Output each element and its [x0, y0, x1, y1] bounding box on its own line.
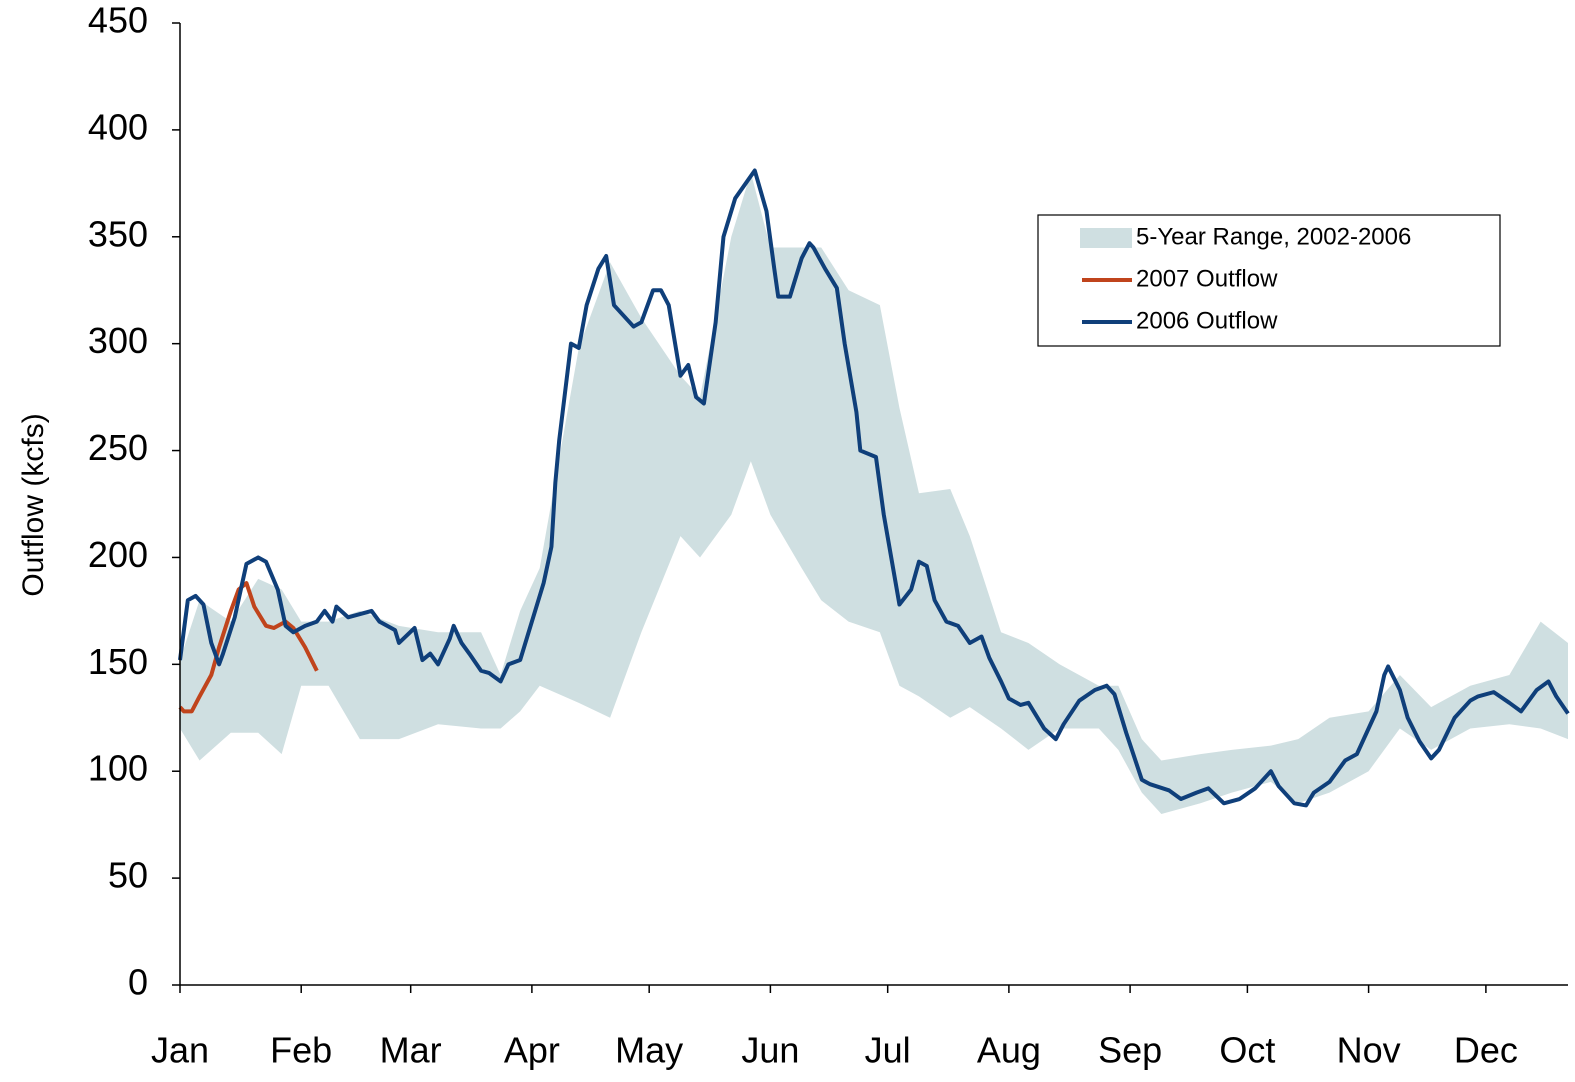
x-tick-label: Oct [1219, 1030, 1275, 1071]
x-tick-label: Jan [151, 1030, 209, 1071]
y-tick-label: 250 [88, 427, 148, 468]
y-tick-label: 300 [88, 320, 148, 361]
y-tick-label: 50 [108, 855, 148, 896]
x-tick-label: Jun [741, 1030, 799, 1071]
y-axis-label: Outflow (kcfs) [17, 413, 50, 596]
y-tick-label: 0 [128, 962, 148, 1003]
x-tick-label: Nov [1337, 1030, 1401, 1071]
line [178, 168, 1570, 808]
legend-label: 2007 Outflow [1136, 265, 1278, 292]
legend-label: 5-Year Range, 2002-2006 [1136, 223, 1411, 250]
x-tick-label: Feb [270, 1030, 332, 1071]
x-tick-label: Sep [1098, 1030, 1162, 1071]
y-tick-label: 200 [88, 534, 148, 575]
y-tick-label: 450 [88, 0, 148, 41]
x-tick-label: Dec [1454, 1030, 1518, 1071]
legend-label: 2006 Outflow [1136, 307, 1278, 334]
x-tick-label: Jul [865, 1030, 911, 1071]
x-tick-label: May [615, 1030, 683, 1071]
y-tick-label: 100 [88, 748, 148, 789]
y-tick-label: 400 [88, 106, 148, 147]
x-tick-label: Apr [504, 1030, 560, 1071]
y-tick-label: 150 [88, 641, 148, 682]
range-area [180, 172, 1568, 814]
legend-swatch [1080, 228, 1132, 248]
x-tick-label: Aug [977, 1030, 1041, 1071]
y-tick-label: 350 [88, 213, 148, 254]
x-tick-label: Mar [380, 1030, 442, 1071]
